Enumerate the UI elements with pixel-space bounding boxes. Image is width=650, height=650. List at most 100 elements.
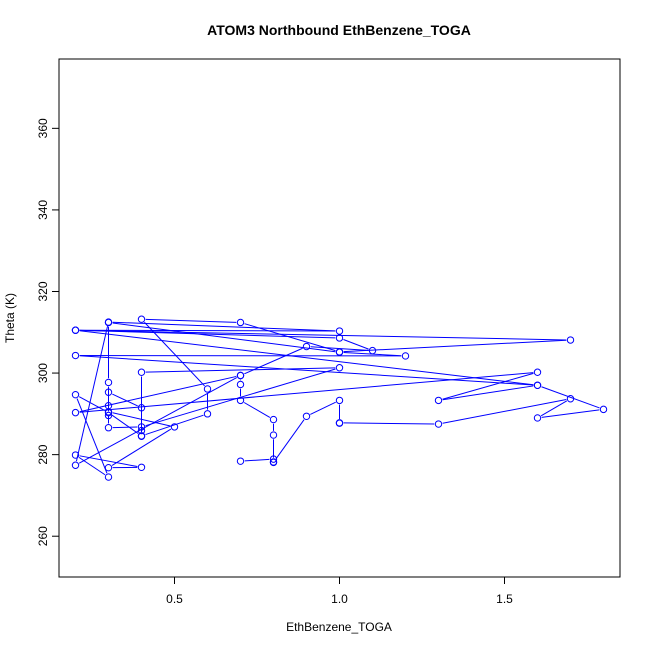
data-point bbox=[533, 368, 542, 376]
data-point bbox=[104, 424, 113, 432]
data-point bbox=[368, 346, 377, 355]
data-point bbox=[599, 405, 608, 414]
data-point bbox=[203, 385, 212, 393]
series-segment bbox=[79, 329, 336, 339]
series-segment bbox=[79, 329, 336, 332]
series-segment bbox=[442, 399, 567, 424]
data-point bbox=[137, 368, 146, 376]
data-point bbox=[269, 415, 278, 424]
series-segment bbox=[540, 400, 568, 417]
y-tick-label: 360 bbox=[36, 118, 50, 138]
data-point bbox=[269, 455, 278, 463]
data-point bbox=[302, 412, 311, 420]
data-point bbox=[104, 408, 113, 417]
chart-title: ATOM3 Northbound EthBenzene_TOGA bbox=[207, 22, 471, 38]
series-segment bbox=[145, 367, 336, 373]
series-segment bbox=[79, 355, 534, 386]
x-axis: 0.5 1.0 1.5 bbox=[166, 576, 513, 606]
data-point bbox=[71, 408, 80, 417]
data-point bbox=[269, 458, 278, 467]
y-axis-label: Theta (K) bbox=[3, 293, 17, 343]
data-point bbox=[401, 352, 410, 360]
data-point bbox=[566, 395, 575, 403]
data-point bbox=[236, 457, 245, 465]
series-segment bbox=[343, 422, 435, 425]
series-segment bbox=[75, 326, 109, 462]
data-point bbox=[236, 396, 245, 405]
data-point bbox=[71, 326, 80, 334]
data-point bbox=[104, 388, 113, 396]
series-segment bbox=[76, 398, 108, 474]
series-segment bbox=[111, 428, 172, 466]
data-point bbox=[137, 426, 146, 435]
data-point bbox=[104, 411, 113, 420]
series-segment bbox=[112, 393, 138, 407]
data-point bbox=[137, 463, 146, 471]
data-point bbox=[269, 431, 278, 439]
data-point bbox=[335, 348, 344, 356]
series-segment bbox=[79, 330, 534, 386]
series-segment bbox=[145, 318, 237, 323]
x-tick-label: 1.0 bbox=[331, 592, 348, 606]
series-segment bbox=[343, 339, 567, 353]
data-point bbox=[302, 342, 311, 351]
series-segment bbox=[112, 426, 138, 429]
series-segment bbox=[78, 377, 238, 464]
series-segment bbox=[79, 329, 567, 341]
series-segment bbox=[79, 372, 534, 413]
data-point bbox=[335, 419, 344, 427]
data-point bbox=[71, 351, 80, 360]
data-point bbox=[236, 380, 245, 389]
y-tick-label: 340 bbox=[36, 200, 50, 220]
x-axis-label: EthBenzene_TOGA bbox=[286, 620, 392, 634]
data-point bbox=[71, 390, 80, 399]
series-segment bbox=[275, 419, 305, 460]
y-tick-label: 280 bbox=[36, 444, 50, 464]
x-tick-label: 0.5 bbox=[166, 592, 183, 606]
series-segment bbox=[541, 409, 600, 418]
series-segment bbox=[112, 321, 336, 332]
series-segment bbox=[442, 372, 534, 400]
series-segment bbox=[78, 396, 106, 412]
data-point bbox=[104, 318, 113, 326]
data-point bbox=[137, 315, 146, 323]
data-point bbox=[104, 378, 113, 387]
data-point bbox=[203, 410, 212, 418]
series-segment bbox=[112, 412, 171, 427]
series-segment bbox=[244, 347, 303, 375]
data-point bbox=[104, 473, 113, 481]
data-point bbox=[533, 414, 542, 422]
data-point bbox=[137, 432, 146, 440]
y-tick-label: 260 bbox=[36, 526, 50, 546]
series-segment bbox=[343, 339, 369, 350]
data-point bbox=[533, 381, 542, 389]
data-point bbox=[71, 451, 80, 459]
series-segment bbox=[442, 385, 534, 401]
series-segment bbox=[541, 386, 600, 409]
y-tick-label: 300 bbox=[36, 363, 50, 383]
series-segment bbox=[243, 402, 271, 418]
series-segment bbox=[145, 414, 204, 436]
data-point bbox=[335, 396, 344, 405]
data-point bbox=[104, 463, 113, 472]
data-point bbox=[170, 423, 179, 431]
data-point bbox=[335, 327, 344, 335]
data-point bbox=[236, 371, 245, 380]
y-tick-label: 320 bbox=[36, 281, 50, 301]
data-point bbox=[335, 334, 344, 342]
y-axis: 260 280 300 320 340 360 bbox=[36, 118, 60, 546]
data-point bbox=[434, 420, 443, 428]
x-tick-label: 1.5 bbox=[496, 592, 513, 606]
data-point bbox=[434, 396, 443, 405]
data-point bbox=[566, 336, 575, 344]
series-segment bbox=[310, 401, 336, 415]
data-point bbox=[137, 404, 146, 412]
data-point bbox=[137, 423, 146, 431]
data-point bbox=[236, 318, 245, 327]
series-segment bbox=[111, 414, 139, 434]
series-layer bbox=[71, 315, 608, 481]
data-point bbox=[71, 461, 80, 469]
data-point bbox=[335, 364, 344, 372]
